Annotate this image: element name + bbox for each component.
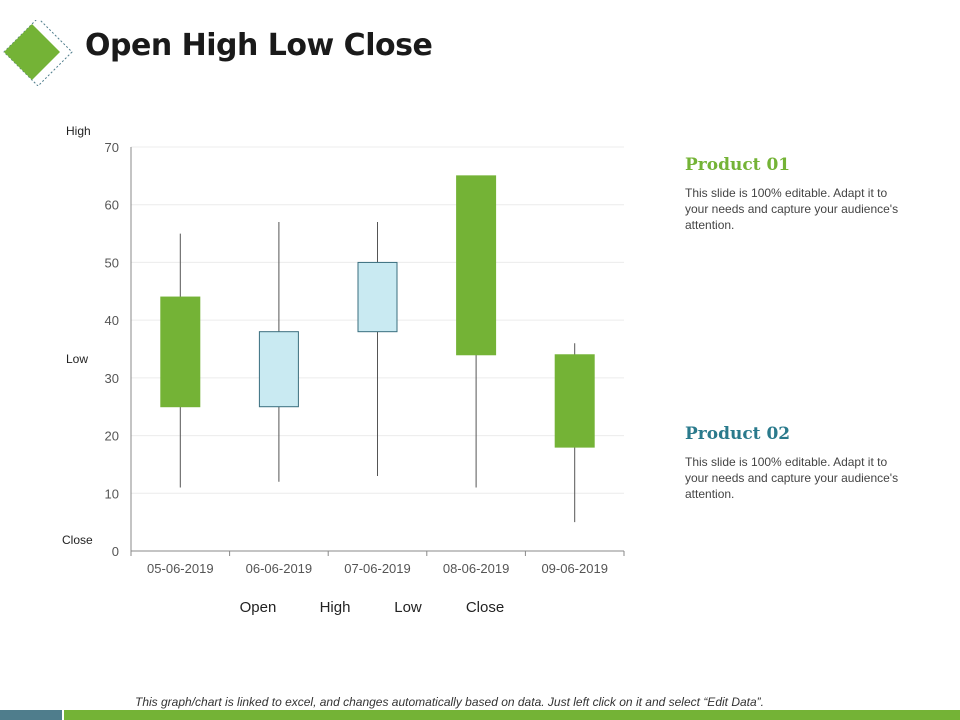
legend-item-open[interactable]: Open — [240, 599, 277, 616]
candle-body — [357, 261, 398, 333]
candle-06-06-2019[interactable] — [258, 222, 299, 482]
y-tick-label: 40 — [105, 313, 119, 328]
x-tick-label: 08-06-2019 — [443, 561, 510, 576]
green-diamond-icon — [3, 20, 73, 86]
product-01-text: This slide is 100% editable. Adapt it to… — [685, 186, 899, 232]
candle-body — [160, 296, 201, 408]
candle-08-06-2019[interactable] — [456, 175, 497, 488]
page-title: Open High Low Close — [85, 28, 433, 63]
candle-body — [456, 175, 497, 356]
product-01-block: Product 01 This slide is 100% editable. … — [685, 155, 905, 233]
product-02-text: This slide is 100% editable. Adapt it to… — [685, 455, 899, 501]
x-tick-label: 05-06-2019 — [147, 561, 214, 576]
candle-09-06-2019[interactable] — [554, 343, 595, 523]
ohlc-chart[interactable]: High Low Close 0 10 20 30 40 50 60 70 05-06-2019… — [0, 110, 660, 640]
product-02-title: Product 02 — [685, 424, 791, 444]
footer-note: This graph/chart is linked to excel, and… — [135, 695, 764, 709]
legend-item-close[interactable]: Close — [466, 599, 504, 616]
y-side-label-close: Close — [62, 533, 93, 547]
x-tick-label: 07-06-2019 — [344, 561, 411, 576]
y-side-label-high: High — [66, 124, 91, 138]
y-tick-label: 60 — [105, 198, 119, 213]
x-tick-label: 09-06-2019 — [541, 561, 608, 576]
y-side-label-low: Low — [66, 352, 88, 366]
legend-item-low[interactable]: Low — [394, 599, 422, 616]
candle-05-06-2019[interactable] — [160, 233, 201, 488]
candle-body — [554, 354, 595, 448]
legend-item-high[interactable]: High — [320, 599, 351, 616]
product-02-block: Product 02 This slide is 100% editable. … — [685, 424, 905, 502]
footer-bar-right — [64, 710, 960, 720]
y-tick-label: 50 — [105, 255, 119, 270]
y-tick-label: 30 — [105, 371, 119, 386]
y-tick-label: 0 — [112, 544, 119, 559]
candle-07-06-2019[interactable] — [357, 222, 398, 476]
x-tick-label: 06-06-2019 — [246, 561, 313, 576]
y-tick-label: 70 — [105, 140, 119, 155]
product-01-title: Product 01 — [685, 155, 791, 175]
footer-bar-left — [0, 710, 62, 720]
y-tick-label: 10 — [105, 486, 119, 501]
candle-body — [258, 331, 299, 408]
y-tick-label: 20 — [105, 429, 119, 444]
